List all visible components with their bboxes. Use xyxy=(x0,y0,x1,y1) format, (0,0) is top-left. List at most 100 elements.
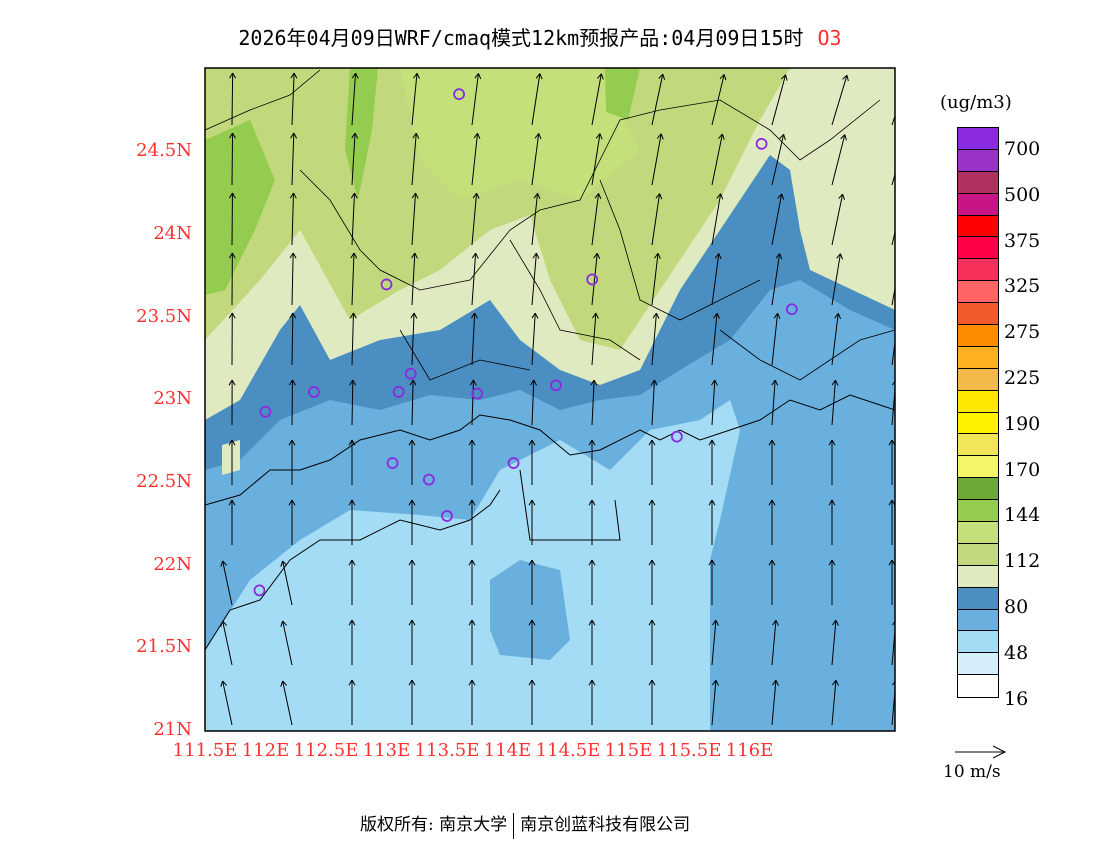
station-marker xyxy=(755,137,768,150)
wind-arrow xyxy=(528,619,536,665)
wind-arrow xyxy=(591,312,599,366)
wind-arrow xyxy=(531,193,541,246)
wind-arrow xyxy=(408,499,416,545)
province-boundaries xyxy=(205,69,895,381)
wind-arrow xyxy=(228,379,236,426)
y-tick-label: 22.5N xyxy=(136,470,192,492)
wind-arrow xyxy=(648,559,656,605)
colorbar-label: 325 xyxy=(1004,275,1041,298)
wind-arrow xyxy=(531,312,539,366)
wind-arrow xyxy=(350,192,358,246)
x-tick-label: 115.5E xyxy=(656,740,722,761)
colorbar-swatch xyxy=(958,543,998,566)
x-tick-label: 113E xyxy=(362,740,411,761)
wind-arrow xyxy=(591,193,602,246)
colorbar-swatch xyxy=(958,587,998,610)
wind-arrow xyxy=(891,317,895,366)
wind-arrow xyxy=(408,619,416,665)
wind-arrow xyxy=(771,619,779,666)
colorbar-swatch xyxy=(958,565,998,588)
wind-arrow xyxy=(288,499,296,545)
wind-arrow xyxy=(711,193,724,246)
x-tick-label: 115E xyxy=(604,740,653,761)
station-marker xyxy=(404,367,417,380)
station-marker xyxy=(453,88,466,101)
wind-arrow xyxy=(588,439,596,485)
colorbar-swatch xyxy=(958,412,998,435)
wind-arrow xyxy=(891,620,895,666)
wind-arrow xyxy=(408,679,416,725)
x-tick-label: 111.5E xyxy=(172,740,238,761)
wind-arrow xyxy=(528,679,536,725)
wind-arrow xyxy=(831,253,844,306)
wind-arrow xyxy=(290,72,298,126)
colorbar-label: 170 xyxy=(1004,458,1041,481)
wind-arrow xyxy=(591,133,603,186)
footer-divider xyxy=(513,812,515,839)
colorbar-swatch xyxy=(958,303,998,326)
wind-arrow xyxy=(651,253,661,306)
colorbar-swatch xyxy=(958,631,998,654)
wind-arrow xyxy=(530,379,538,426)
wind-arrow xyxy=(351,72,359,126)
wind-arrow xyxy=(828,559,836,605)
wind-reference-arrow xyxy=(955,745,1007,759)
colorbar-swatch xyxy=(958,346,998,369)
map-title: 2026年04月09日WRF/cmaq模式12km预报产品:04月09日15时 O… xyxy=(0,22,1080,51)
coastline xyxy=(205,394,895,651)
wind-arrow xyxy=(471,192,480,246)
wind-arrow xyxy=(891,285,895,306)
wind-arrow xyxy=(771,74,788,126)
y-tick-label: 23.5N xyxy=(136,305,192,327)
wind-arrow xyxy=(289,252,297,306)
y-tick-label: 24.5N xyxy=(136,140,192,162)
wind-arrow xyxy=(831,313,842,366)
wind-arrow xyxy=(828,439,836,485)
colorbar-swatch xyxy=(958,171,998,194)
wind-arrow xyxy=(891,680,895,726)
colorbar-swatch xyxy=(958,281,998,304)
colorbar-label: 700 xyxy=(1004,137,1041,160)
wind-arrow xyxy=(531,73,543,126)
colorbar-swatch xyxy=(958,325,998,347)
y-tick-label: 23N xyxy=(153,388,192,410)
wind-arrow xyxy=(708,439,716,485)
wind-arrow xyxy=(229,72,237,126)
wind-arrow xyxy=(648,439,656,485)
wind-arrow xyxy=(288,439,296,485)
colorbar-swatch xyxy=(958,500,998,523)
station-marker xyxy=(507,457,520,469)
colorbar-label: 375 xyxy=(1004,229,1041,252)
field-patch-112-128 xyxy=(400,68,640,200)
y-tick-label: 24N xyxy=(153,222,192,244)
x-tick-label: 116E xyxy=(725,740,774,761)
wind-arrow xyxy=(531,252,540,306)
station-marker xyxy=(307,386,320,398)
wind-arrow xyxy=(828,499,836,545)
wind-arrow xyxy=(591,73,604,126)
wind-arrow xyxy=(471,132,481,186)
copyright-footer: 版权所有: 南京大学 南京创蓝科技有限公司 xyxy=(360,810,690,839)
wind-arrow xyxy=(891,229,895,246)
wind-arrow xyxy=(350,252,358,306)
wind-arrow xyxy=(220,680,233,726)
wind-arrow xyxy=(280,560,293,606)
wind-arrow xyxy=(220,620,233,666)
copyright-owner: 版权所有: 南京大学 xyxy=(360,815,508,835)
wind-arrow xyxy=(228,312,236,366)
wind-arrow xyxy=(471,73,482,126)
station-marker xyxy=(380,278,393,291)
station-marker xyxy=(422,473,435,486)
wind-arrow xyxy=(891,380,895,426)
x-tick-label: 112.5E xyxy=(293,740,359,761)
colorbar-swatch xyxy=(958,128,998,150)
wind-arrow xyxy=(411,132,420,186)
wind-arrow xyxy=(468,439,476,485)
x-tick-label: 112E xyxy=(241,740,290,761)
wind-arrow xyxy=(831,134,847,186)
field-patch-80-96-northeast xyxy=(800,68,895,250)
wind-arrow xyxy=(831,193,845,246)
colorbar xyxy=(957,127,999,699)
wind-arrow xyxy=(771,379,779,426)
